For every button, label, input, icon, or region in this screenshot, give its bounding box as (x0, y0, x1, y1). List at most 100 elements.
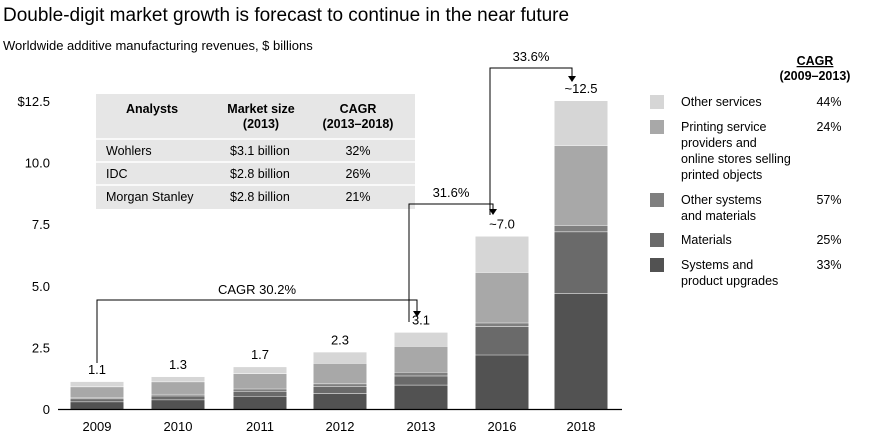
annotation-bracket (489, 67, 573, 215)
bar-segment-other_services (394, 332, 448, 347)
legend-item-printing_service: Printing service providers and online stor… (650, 120, 842, 182)
table-cell: Wohlers (106, 144, 152, 158)
bar-stack-2013: 3.1 (394, 313, 448, 409)
bar-segment-systems (151, 399, 205, 409)
table-header: Analysts (126, 102, 178, 116)
y-axis: 0 2.5 5.0 7.5 10.0 $12.5 (17, 94, 50, 417)
table-header: (2013–2018) (323, 117, 394, 131)
bar-segment-systems (475, 354, 529, 409)
y-tick-label: 5.0 (32, 279, 50, 294)
legend-label: Other systems (681, 193, 762, 207)
legend-swatch (650, 95, 664, 109)
bar-segment-other_systems (394, 372, 448, 376)
bar-total-label: 1.7 (251, 347, 269, 362)
x-tick-label: 2016 (488, 419, 517, 434)
legend-label: Materials (681, 233, 732, 247)
x-tick-label: 2009 (83, 419, 112, 434)
arrow-head-icon (568, 76, 576, 82)
y-tick-label: 7.5 (32, 217, 50, 232)
bar-segment-printing_service (394, 346, 448, 373)
legend: CAGR(2009–2013) Other services 44% Printing… (650, 54, 850, 288)
legend-label: Printing service (681, 120, 766, 134)
legend-swatch (650, 233, 664, 247)
bar-segment-other_systems (151, 393, 205, 396)
chart-subtitle: Worldwide additive manufacturing revenue… (3, 38, 313, 53)
table-background (96, 94, 415, 209)
x-tick-label: 2018 (567, 419, 596, 434)
bar-segment-other_systems (475, 322, 529, 327)
table-header: (2013) (243, 117, 279, 131)
bar-stack-2010: 1.3 (151, 357, 205, 409)
legend-cagr: 57% (816, 193, 841, 207)
chart-title: Double-digit market growth is forecast t… (3, 5, 569, 26)
bar-segment-other_services (70, 381, 124, 387)
annotation-label: 31.6% (433, 185, 470, 200)
growth-annotation: 31.6% (408, 185, 497, 322)
table-cell: Morgan Stanley (106, 190, 194, 204)
bar-segment-materials (475, 326, 529, 355)
bar-segment-materials (70, 398, 124, 402)
growth-annotations: CAGR 30.2% 31.6% 33.6% (96, 49, 576, 363)
bar-segment-materials (151, 395, 205, 400)
bar-segment-other_services (151, 376, 205, 382)
table-row: IDC $2.8 billion 26% (106, 167, 371, 181)
table-cell: $3.1 billion (230, 144, 290, 158)
legend-label: Other services (681, 95, 762, 109)
table-cell: 26% (345, 167, 370, 181)
legend-label: printed objects (681, 168, 762, 182)
annotation-label: CAGR 30.2% (218, 282, 296, 297)
legend-item-materials: Materials 25% (650, 233, 842, 247)
legend-title: CAGR (797, 54, 834, 68)
bar-total-label: 3.1 (412, 313, 430, 328)
y-tick-label: 0 (43, 402, 50, 417)
bar-total-label: ~12.5 (565, 81, 598, 96)
x-axis: 2009 2010 2011 2012 2013 2016 2018 (58, 408, 622, 434)
bar-segment-other_services (233, 367, 287, 374)
bars: 1.1 1.3 1.7 2.3 3.1 ~7.0 ~12.5 (70, 81, 608, 409)
legend-label: providers and (681, 136, 757, 150)
bar-segment-other_services (554, 101, 608, 146)
legend-label: Systems and (681, 258, 753, 272)
bar-segment-other_systems (233, 388, 287, 392)
legend-label: product upgrades (681, 274, 778, 288)
analyst-table: Analysts Market size(2013) CAGR(2013–2018)… (96, 94, 415, 209)
legend-subtitle: (2009–2013) (780, 69, 851, 83)
legend-cagr: 24% (816, 120, 841, 134)
table-header: Market size (227, 102, 294, 116)
bar-segment-other_services (313, 352, 367, 364)
bar-total-label: 2.3 (331, 332, 349, 347)
legend-item-other_services: Other services 44% (650, 95, 842, 109)
arrow-head-icon (489, 209, 497, 215)
bar-stack-2011: 1.7 (233, 347, 287, 409)
annotation-label: 33.6% (513, 49, 550, 64)
legend-cagr: 44% (816, 95, 841, 109)
bar-segment-printing_service (233, 373, 287, 389)
bar-segment-materials (394, 375, 448, 385)
table-cell: 21% (345, 190, 370, 204)
bar-segment-other_services (475, 236, 529, 273)
table-row: Morgan Stanley $2.8 billion 21% (106, 190, 371, 204)
legend-swatch (650, 258, 664, 272)
bar-segment-systems (394, 384, 448, 409)
bar-segment-other_systems (313, 383, 367, 387)
table-cell: IDC (106, 167, 128, 181)
annotation-bracket (408, 203, 494, 322)
legend-item-other_systems: Other systems and materials 57% (650, 193, 842, 223)
bar-total-label: 1.1 (88, 362, 106, 377)
arrow-head-icon (413, 311, 421, 317)
bar-segment-printing_service (313, 363, 367, 384)
table-cell: $2.8 billion (230, 190, 290, 204)
legend-swatch (650, 120, 664, 134)
x-tick-label: 2013 (407, 419, 436, 434)
table-header: CAGR (340, 102, 377, 116)
x-tick-label: 2012 (326, 419, 355, 434)
legend-item-systems: Systems and product upgrades 33% (650, 258, 842, 288)
legend-swatch (650, 193, 664, 207)
bar-segment-printing_service (151, 381, 205, 394)
y-tick-label: 10.0 (25, 156, 50, 171)
annotation-bracket (96, 299, 418, 363)
table-row: Wohlers $3.1 billion 32% (106, 144, 371, 158)
bar-segment-printing_service (475, 272, 529, 323)
y-tick-label: $12.5 (17, 94, 50, 109)
bar-segment-materials (233, 391, 287, 397)
